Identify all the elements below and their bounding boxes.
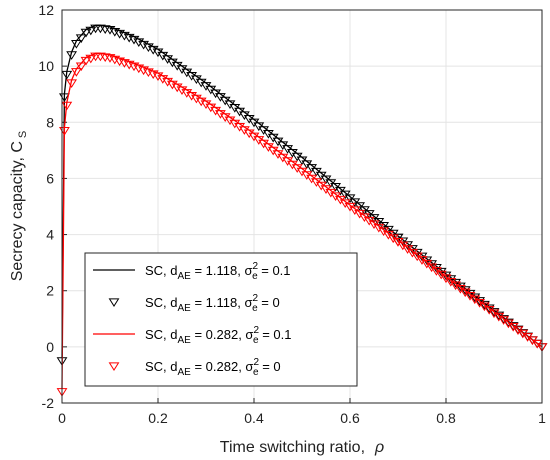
series-marker xyxy=(114,29,126,39)
y-tick-label: 4 xyxy=(46,227,54,243)
series-marker xyxy=(133,64,145,74)
series-marker xyxy=(80,28,92,38)
series-marker xyxy=(123,60,135,70)
series-marker xyxy=(104,54,116,63)
x-tick-label: 1 xyxy=(538,410,546,426)
series-marker xyxy=(243,114,255,124)
x-axis-label-symbol: ρ xyxy=(374,439,384,456)
series-marker xyxy=(339,190,351,200)
series-marker xyxy=(61,70,73,80)
series-marker xyxy=(147,70,159,79)
series-marker xyxy=(483,306,495,315)
series-marker xyxy=(142,68,154,78)
series-marker xyxy=(291,152,303,162)
y-tick-label: 6 xyxy=(46,170,54,186)
legend-entry: SC, dAE = 0.282, σ2 e = 0 xyxy=(108,357,281,378)
series-marker xyxy=(171,83,183,93)
series-marker xyxy=(118,31,130,41)
series-marker xyxy=(80,56,92,66)
legend-label: SC, dAE = 0.282, σ2 e = 0 xyxy=(145,357,281,378)
legend-entry: SC, dAE = 1.118, σ2 e = 0.1 xyxy=(93,261,291,282)
series-marker xyxy=(138,40,150,50)
x-tick-labels: 0 0.2 0.4 0.6 0.8 1 xyxy=(58,398,546,426)
legend-entry: SC, dAE = 1.118, σ2 e = 0 xyxy=(108,293,280,314)
y-tick-label: 12 xyxy=(38,2,54,18)
series-marker xyxy=(186,91,198,101)
series-marker xyxy=(85,26,97,36)
y-tick-label: 0 xyxy=(46,339,54,355)
series-marker xyxy=(195,78,207,88)
legend-label: SC, dAE = 1.118, σ2 e = 0.1 xyxy=(145,261,291,282)
series-marker xyxy=(109,27,121,37)
series-marker xyxy=(133,38,145,47)
series-marker xyxy=(138,66,150,76)
x-tick-label: 0.4 xyxy=(244,410,264,426)
series-marker xyxy=(99,53,111,63)
x-axis-label: Time switching ratio, ρ xyxy=(220,439,384,456)
series-marker xyxy=(157,75,169,84)
series-marker xyxy=(70,40,82,49)
x-tick-label: 0 xyxy=(58,410,66,426)
y-axis-label-text: Secrecy capacity, C xyxy=(9,141,26,281)
series-marker xyxy=(109,55,121,65)
series-marker xyxy=(152,72,164,81)
series-marker xyxy=(128,35,140,45)
series-marker xyxy=(339,199,351,208)
series-marker xyxy=(123,33,135,43)
series-marker xyxy=(162,77,174,87)
y-axis-label: Secrecy capacity, C S xyxy=(9,131,29,282)
y-tick-label: 2 xyxy=(46,283,54,299)
series-marker xyxy=(435,270,447,280)
series-layer xyxy=(56,24,548,397)
series-marker xyxy=(104,26,116,35)
series-marker xyxy=(181,89,193,98)
x-axis-label-text: Time switching ratio, xyxy=(220,439,365,456)
series-4 xyxy=(56,52,548,397)
x-tick-label: 0.8 xyxy=(436,410,456,426)
y-tick-label: -2 xyxy=(42,395,55,411)
legend-marker-swatch xyxy=(108,298,120,307)
series-marker xyxy=(85,54,97,64)
series-marker xyxy=(147,45,159,55)
series-marker xyxy=(142,43,154,53)
series-marker xyxy=(531,339,543,349)
series-marker xyxy=(114,57,126,67)
legend-box xyxy=(84,252,358,387)
series-marker xyxy=(483,304,495,314)
series-marker xyxy=(66,51,78,60)
series-marker xyxy=(99,25,111,34)
series-marker xyxy=(195,97,207,107)
plot-frame xyxy=(61,9,543,404)
series-marker xyxy=(75,34,87,44)
series-marker xyxy=(70,68,82,77)
legend: SC, dAE = 1.118, σ2 e = 0.1 SC, dAE = 1.11… xyxy=(84,252,358,387)
legend-entry: SC, dAE = 0.282, σ2 e = 0.1 xyxy=(93,325,291,346)
series-marker xyxy=(176,86,188,95)
series-marker xyxy=(75,62,87,72)
series-marker xyxy=(118,59,130,68)
series-marker xyxy=(291,164,303,173)
x-tick-label: 0.2 xyxy=(148,410,168,426)
x-tick-label: 0.6 xyxy=(340,410,360,426)
series-marker xyxy=(243,129,255,139)
legend-marker-swatch xyxy=(108,362,120,371)
series-marker xyxy=(166,80,178,90)
series-marker xyxy=(190,94,202,104)
y-axis-label-subscript: S xyxy=(17,131,29,138)
series-marker xyxy=(66,79,78,88)
series-marker xyxy=(61,101,73,111)
legend-label: SC, dAE = 1.118, σ2 e = 0 xyxy=(145,293,280,314)
y-tick-label: 8 xyxy=(46,114,54,130)
legend-label: SC, dAE = 0.282, σ2 e = 0.1 xyxy=(145,325,291,346)
y-tick-label: 10 xyxy=(38,58,54,74)
series-marker xyxy=(128,62,140,72)
